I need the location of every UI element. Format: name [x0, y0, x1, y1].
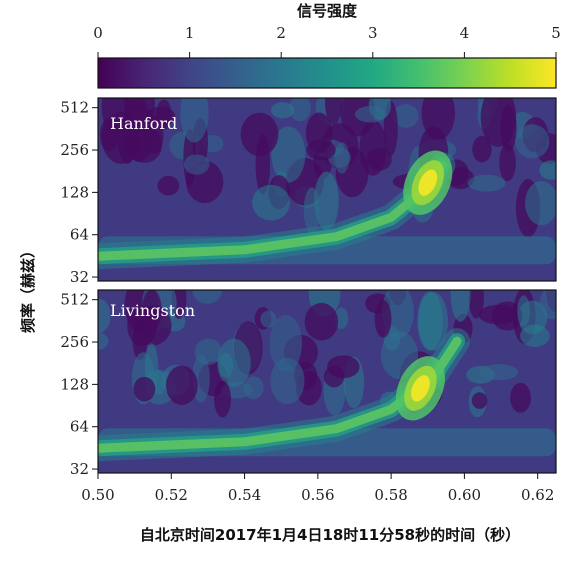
heatmap-texture-cell — [156, 99, 172, 130]
x-tick-label: 0.54 — [228, 486, 261, 504]
heatmap-texture-cell — [217, 338, 251, 388]
y-tick-label: 256 — [60, 333, 89, 351]
x-tick-label: 0.62 — [521, 486, 554, 504]
heatmap-texture-cell — [467, 174, 506, 192]
heatmap-texture-cell — [214, 380, 231, 418]
heatmap-texture-cell — [157, 175, 180, 196]
livingston-y-ticks: 32 64 128 256 512 — [60, 291, 98, 478]
heatmap-texture-cell — [334, 142, 350, 174]
heatmap-texture-cell — [366, 147, 392, 171]
heatmap-texture-cell — [520, 324, 550, 348]
heatmap-texture-cell — [183, 154, 210, 175]
heatmap-texture-cell — [289, 98, 311, 122]
heatmap-texture-cell — [417, 291, 443, 351]
colorbar-tick-label: 2 — [276, 24, 286, 42]
colorbar-tick-label: 0 — [93, 24, 103, 42]
heatmap-texture-cell — [98, 332, 109, 350]
colorbar-tick-label: 5 — [551, 24, 561, 42]
heatmap-texture-cell — [270, 102, 295, 119]
y-axis-label: 频率（赫兹） — [19, 243, 37, 333]
heatmap-texture-cell — [314, 171, 339, 231]
heatmap-texture-cell — [127, 306, 157, 347]
heatmap-texture-cell — [304, 302, 339, 341]
heatmap-texture-cell — [517, 295, 530, 327]
heatmap-texture-cell — [271, 126, 306, 183]
heatmap-texture-cell — [539, 160, 556, 180]
x-axis-label: 自北京时间2017年1月4日18时11分58秒的时间（秒） — [140, 526, 520, 544]
hanford-y-ticks: 32 64 128 256 512 — [60, 99, 98, 286]
heatmap-texture-cell — [480, 98, 517, 147]
heatmap-texture-cell — [450, 290, 471, 322]
colorbar: 信号强度 0 1 2 3 4 5 — [93, 2, 561, 89]
colorbar-tick-label: 1 — [185, 24, 195, 42]
heatmap-texture-cell — [260, 310, 277, 328]
heatmap-texture-cell — [510, 382, 531, 413]
heatmap-texture-cell — [243, 376, 264, 400]
heatmap-texture-cell — [306, 139, 336, 161]
livingston-frame — [97, 289, 557, 474]
heatmap-texture-cell — [499, 143, 516, 182]
colorbar-tick-label: 3 — [368, 24, 378, 42]
x-tick-label: 0.60 — [448, 486, 481, 504]
heatmap-texture-cell — [325, 98, 343, 125]
signal-peak — [411, 375, 430, 402]
y-tick-label: 128 — [60, 375, 89, 393]
y-tick-label: 256 — [60, 141, 89, 159]
hanford-frame — [97, 97, 557, 282]
heatmap-texture-cell — [478, 304, 518, 325]
heatmap-texture-cell — [180, 98, 209, 143]
colorbar-gradient — [97, 57, 557, 89]
heatmap-texture-cell — [374, 300, 392, 338]
signal-peak — [418, 169, 438, 196]
hanford-label: Hanford — [110, 114, 177, 133]
heatmap-texture-cell — [166, 365, 198, 406]
y-tick-label: 32 — [70, 268, 89, 286]
heatmap-texture-cell — [192, 290, 223, 304]
y-tick-label: 64 — [70, 418, 89, 436]
y-tick-label: 512 — [60, 99, 89, 117]
heatmap-texture-cell — [468, 290, 484, 319]
x-tick-label: 0.52 — [155, 486, 188, 504]
x-tick-label: 0.58 — [374, 486, 407, 504]
x-ticks: 0.50 0.52 0.54 0.56 0.58 0.60 0.62 — [81, 473, 554, 504]
heatmap-texture-cell — [392, 104, 419, 128]
heatmap-texture-cell — [270, 357, 305, 405]
heatmap-texture-cell — [127, 126, 163, 163]
y-tick-label: 32 — [70, 460, 89, 478]
heatmap-texture-cell — [303, 187, 321, 234]
x-tick-label: 0.50 — [81, 486, 114, 504]
heatmap-texture-cell — [133, 376, 156, 402]
heatmap-texture-cell — [539, 290, 556, 320]
heatmap-texture-cell — [472, 135, 492, 163]
livingston-heatmap — [98, 290, 556, 462]
heatmap-texture-cell — [514, 124, 550, 159]
colorbar-label: 信号强度 — [297, 2, 358, 20]
heatmap-texture-cell — [525, 181, 556, 226]
y-tick-label: 128 — [60, 183, 89, 201]
y-tick-label: 64 — [70, 226, 89, 244]
colorbar-tick-label: 4 — [460, 24, 470, 42]
heatmap-texture-cell — [194, 338, 222, 365]
y-tick-label: 512 — [60, 291, 89, 309]
heatmap-texture-cell — [269, 314, 303, 372]
heatmap-texture-cell — [98, 298, 111, 333]
livingston-label: Livingston — [110, 301, 195, 320]
heatmap-texture-cell — [252, 184, 290, 221]
heatmap-texture-cell — [240, 112, 279, 157]
heatmap-texture-cell — [354, 105, 387, 123]
colorbar-ticks: 0 1 2 3 4 5 — [93, 24, 561, 58]
heatmap-texture-cell — [478, 364, 519, 381]
hanford-heatmap — [98, 98, 556, 270]
heatmap-texture-cell — [323, 365, 345, 388]
x-tick-label: 0.56 — [301, 486, 334, 504]
heatmap-texture-cell — [471, 392, 488, 409]
panel-hanford: Hanford 32 64 128 256 512 — [60, 97, 557, 286]
